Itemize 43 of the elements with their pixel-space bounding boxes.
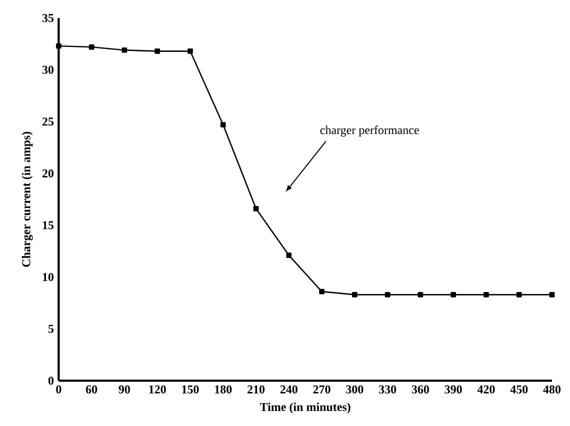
point [484, 292, 489, 298]
y-tick-label: 0 [48, 376, 54, 385]
point [352, 292, 358, 298]
x-tick-label: 240 [280, 385, 298, 394]
point [88, 44, 94, 50]
point [220, 122, 226, 128]
y-tick-label: 15 [42, 221, 54, 230]
y-tick-label: 20 [42, 169, 54, 178]
x-tick-label: 150 [182, 385, 199, 394]
x-tick-label: 270 [313, 385, 330, 394]
point [286, 252, 292, 258]
point [188, 48, 193, 54]
x-tick-label: 210 [248, 385, 265, 394]
point [319, 288, 324, 294]
x-tick-label: 450 [510, 385, 528, 394]
x-tick-label: 360 [412, 385, 429, 394]
x-tick-label: 180 [215, 385, 232, 394]
y-tick-label: 35 [42, 14, 54, 22]
y-axis-title: Charger current (in amps) [22, 132, 33, 267]
annotation: charger performance [320, 126, 419, 137]
point [56, 43, 62, 49]
y-tick-label: 5 [48, 324, 54, 333]
y-tick-label: 30 [42, 66, 54, 74]
x-tick-label: 480 [543, 385, 561, 394]
y-tick-label: 10 [42, 272, 54, 282]
point [253, 206, 259, 212]
x-axis-title: Time (in minutes) [260, 402, 350, 414]
x-tick-label: 330 [379, 385, 396, 394]
point [384, 292, 390, 298]
point [450, 292, 456, 298]
point [549, 292, 555, 298]
y-tick-label: 25 [42, 118, 54, 126]
x-tick-label: 0 [56, 385, 62, 394]
point [418, 292, 424, 298]
point [516, 292, 522, 298]
x-tick-label: 390 [444, 385, 462, 394]
point [154, 48, 160, 54]
x-tick-label: 300 [346, 385, 364, 394]
x-tick-label: 90 [118, 385, 130, 394]
point [122, 47, 128, 53]
x-tick-label: 120 [149, 385, 166, 394]
x-tick-label: 60 [86, 385, 98, 394]
x-tick-label: 420 [477, 385, 495, 394]
